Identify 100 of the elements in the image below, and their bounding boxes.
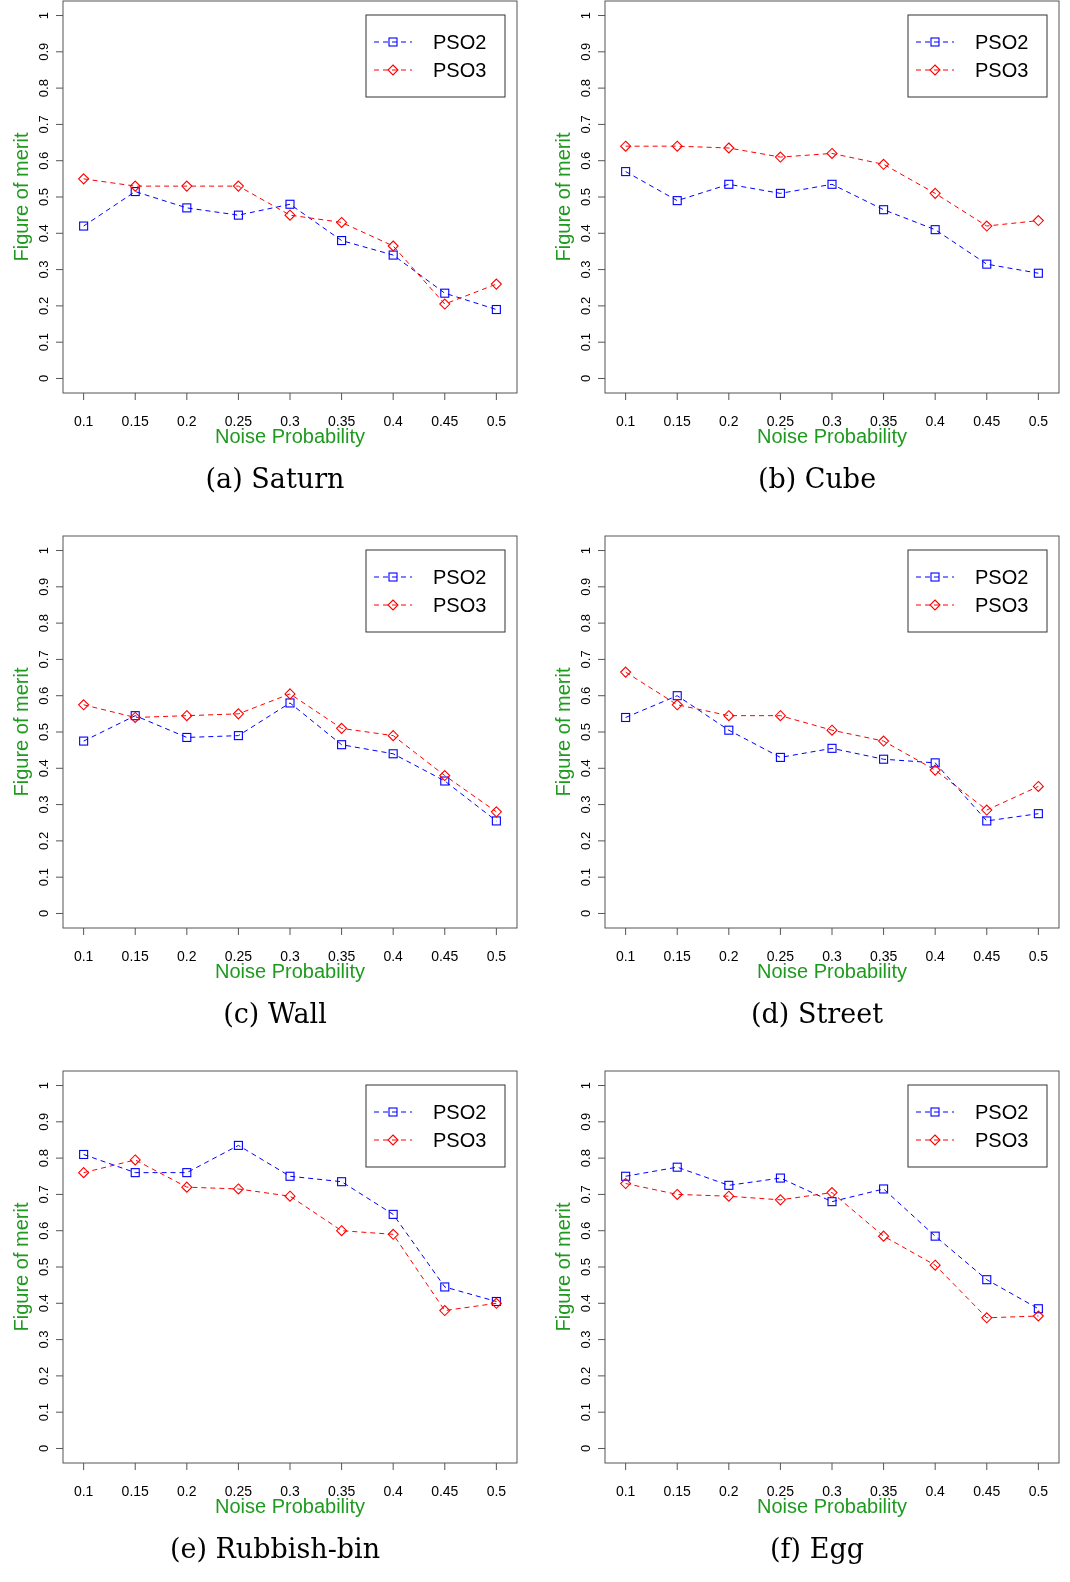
point bbox=[826, 1187, 838, 1199]
point bbox=[671, 140, 683, 152]
y-tick-label: 0.5 bbox=[36, 722, 51, 742]
point bbox=[672, 196, 682, 206]
point bbox=[774, 1194, 786, 1206]
point bbox=[672, 691, 682, 701]
text: (a) Saturn bbox=[205, 463, 345, 494]
y-tick-label: 0 bbox=[36, 909, 51, 918]
point bbox=[775, 188, 785, 198]
point bbox=[337, 236, 347, 246]
y-tick-label: 0.2 bbox=[578, 296, 593, 315]
point bbox=[233, 1140, 243, 1150]
y-tick-label: 0.7 bbox=[578, 1185, 593, 1204]
point bbox=[490, 278, 502, 290]
point bbox=[981, 220, 993, 232]
y-tick-label: 0.3 bbox=[36, 795, 51, 814]
y-tick-label: 0.5 bbox=[578, 187, 593, 207]
point bbox=[929, 187, 941, 199]
point bbox=[233, 731, 243, 741]
x-tick-label: 0.15 bbox=[121, 1483, 150, 1499]
legend-label: PSO3 bbox=[975, 59, 1029, 81]
point bbox=[827, 743, 837, 753]
point bbox=[826, 147, 838, 159]
y-tick-label: 0.8 bbox=[578, 79, 593, 98]
point bbox=[621, 167, 631, 177]
point bbox=[232, 708, 244, 720]
point bbox=[78, 1167, 90, 1179]
point bbox=[620, 666, 632, 678]
point bbox=[182, 1168, 192, 1178]
y-tick-label: 0.9 bbox=[36, 42, 51, 61]
point bbox=[724, 725, 734, 735]
point bbox=[285, 698, 295, 708]
y-tick-label: 0.4 bbox=[36, 1294, 51, 1313]
y-tick-label: 0.5 bbox=[36, 187, 51, 207]
x-tick-label: 0.1 bbox=[73, 1483, 94, 1499]
point bbox=[79, 221, 89, 231]
y-tick-label: 0.3 bbox=[36, 1330, 51, 1349]
y-tick-label: 0.3 bbox=[36, 260, 51, 279]
point bbox=[672, 1162, 682, 1172]
x-tick-label: 0.45 bbox=[973, 948, 1001, 964]
point bbox=[930, 1231, 940, 1241]
y-axis-title: Figure of merit bbox=[552, 667, 574, 797]
point bbox=[440, 288, 450, 298]
y-tick-label: 0.5 bbox=[578, 722, 593, 742]
y-tick-label: 0.9 bbox=[36, 577, 51, 596]
point bbox=[387, 730, 399, 742]
y-tick-label: 1 bbox=[578, 1081, 593, 1090]
point bbox=[827, 179, 837, 189]
y-tick-label: 0.3 bbox=[578, 795, 593, 814]
point bbox=[337, 1177, 347, 1187]
point bbox=[1032, 780, 1044, 792]
point bbox=[826, 724, 838, 736]
x-tick-label: 0.1 bbox=[615, 413, 636, 429]
y-tick-label: 1 bbox=[36, 1081, 51, 1090]
point bbox=[129, 180, 141, 192]
x-tick-label: 0.4 bbox=[925, 1483, 946, 1499]
x-tick-label: 0.2 bbox=[177, 413, 197, 429]
y-tick-label: 0.6 bbox=[36, 151, 51, 170]
y-tick-label: 0 bbox=[578, 909, 593, 918]
point bbox=[440, 776, 450, 786]
point bbox=[878, 158, 890, 170]
y-tick-label: 0.2 bbox=[36, 831, 51, 850]
y-tick-label: 0.4 bbox=[36, 224, 51, 243]
y-tick-label: 0.6 bbox=[578, 686, 593, 705]
x-tick-label: 0.15 bbox=[121, 948, 150, 964]
x-tick-label: 0.5 bbox=[1028, 413, 1049, 429]
point bbox=[671, 699, 683, 711]
y-axis-title: Figure of merit bbox=[552, 1202, 574, 1332]
y-tick-label: 0.7 bbox=[36, 1185, 51, 1204]
y-axis-title: Figure of merit bbox=[10, 132, 32, 262]
y-tick-label: 0.6 bbox=[36, 686, 51, 705]
y-tick-label: 0.4 bbox=[578, 224, 593, 243]
point bbox=[129, 1154, 141, 1166]
y-tick-label: 0.1 bbox=[36, 1403, 51, 1422]
point bbox=[1033, 1304, 1043, 1314]
point bbox=[621, 712, 631, 723]
point bbox=[620, 1177, 632, 1190]
point bbox=[929, 1259, 941, 1271]
y-tick-label: 0.5 bbox=[578, 1257, 593, 1277]
x-tick-label: 0.4 bbox=[383, 1483, 404, 1499]
point bbox=[78, 699, 90, 711]
y-tick-label: 0.1 bbox=[578, 868, 593, 887]
point bbox=[774, 151, 786, 163]
point bbox=[78, 173, 90, 185]
y-tick-label: 0.7 bbox=[36, 650, 51, 669]
y-tick-label: 0.8 bbox=[578, 614, 593, 633]
y-tick-label: 0.8 bbox=[36, 614, 51, 633]
point bbox=[774, 710, 786, 722]
point bbox=[879, 205, 889, 215]
point bbox=[981, 1312, 993, 1324]
y-tick-label: 0.3 bbox=[578, 1330, 593, 1349]
point bbox=[130, 1168, 140, 1178]
y-tick-label: 0 bbox=[36, 374, 51, 383]
y-tick-label: 0.4 bbox=[36, 759, 51, 778]
x-tick-label: 0.45 bbox=[431, 948, 459, 964]
x-tick-label: 0.45 bbox=[431, 1483, 459, 1499]
point bbox=[387, 240, 399, 252]
point bbox=[336, 722, 348, 734]
point bbox=[982, 1275, 992, 1285]
x-tick-label: 0.1 bbox=[73, 413, 94, 429]
